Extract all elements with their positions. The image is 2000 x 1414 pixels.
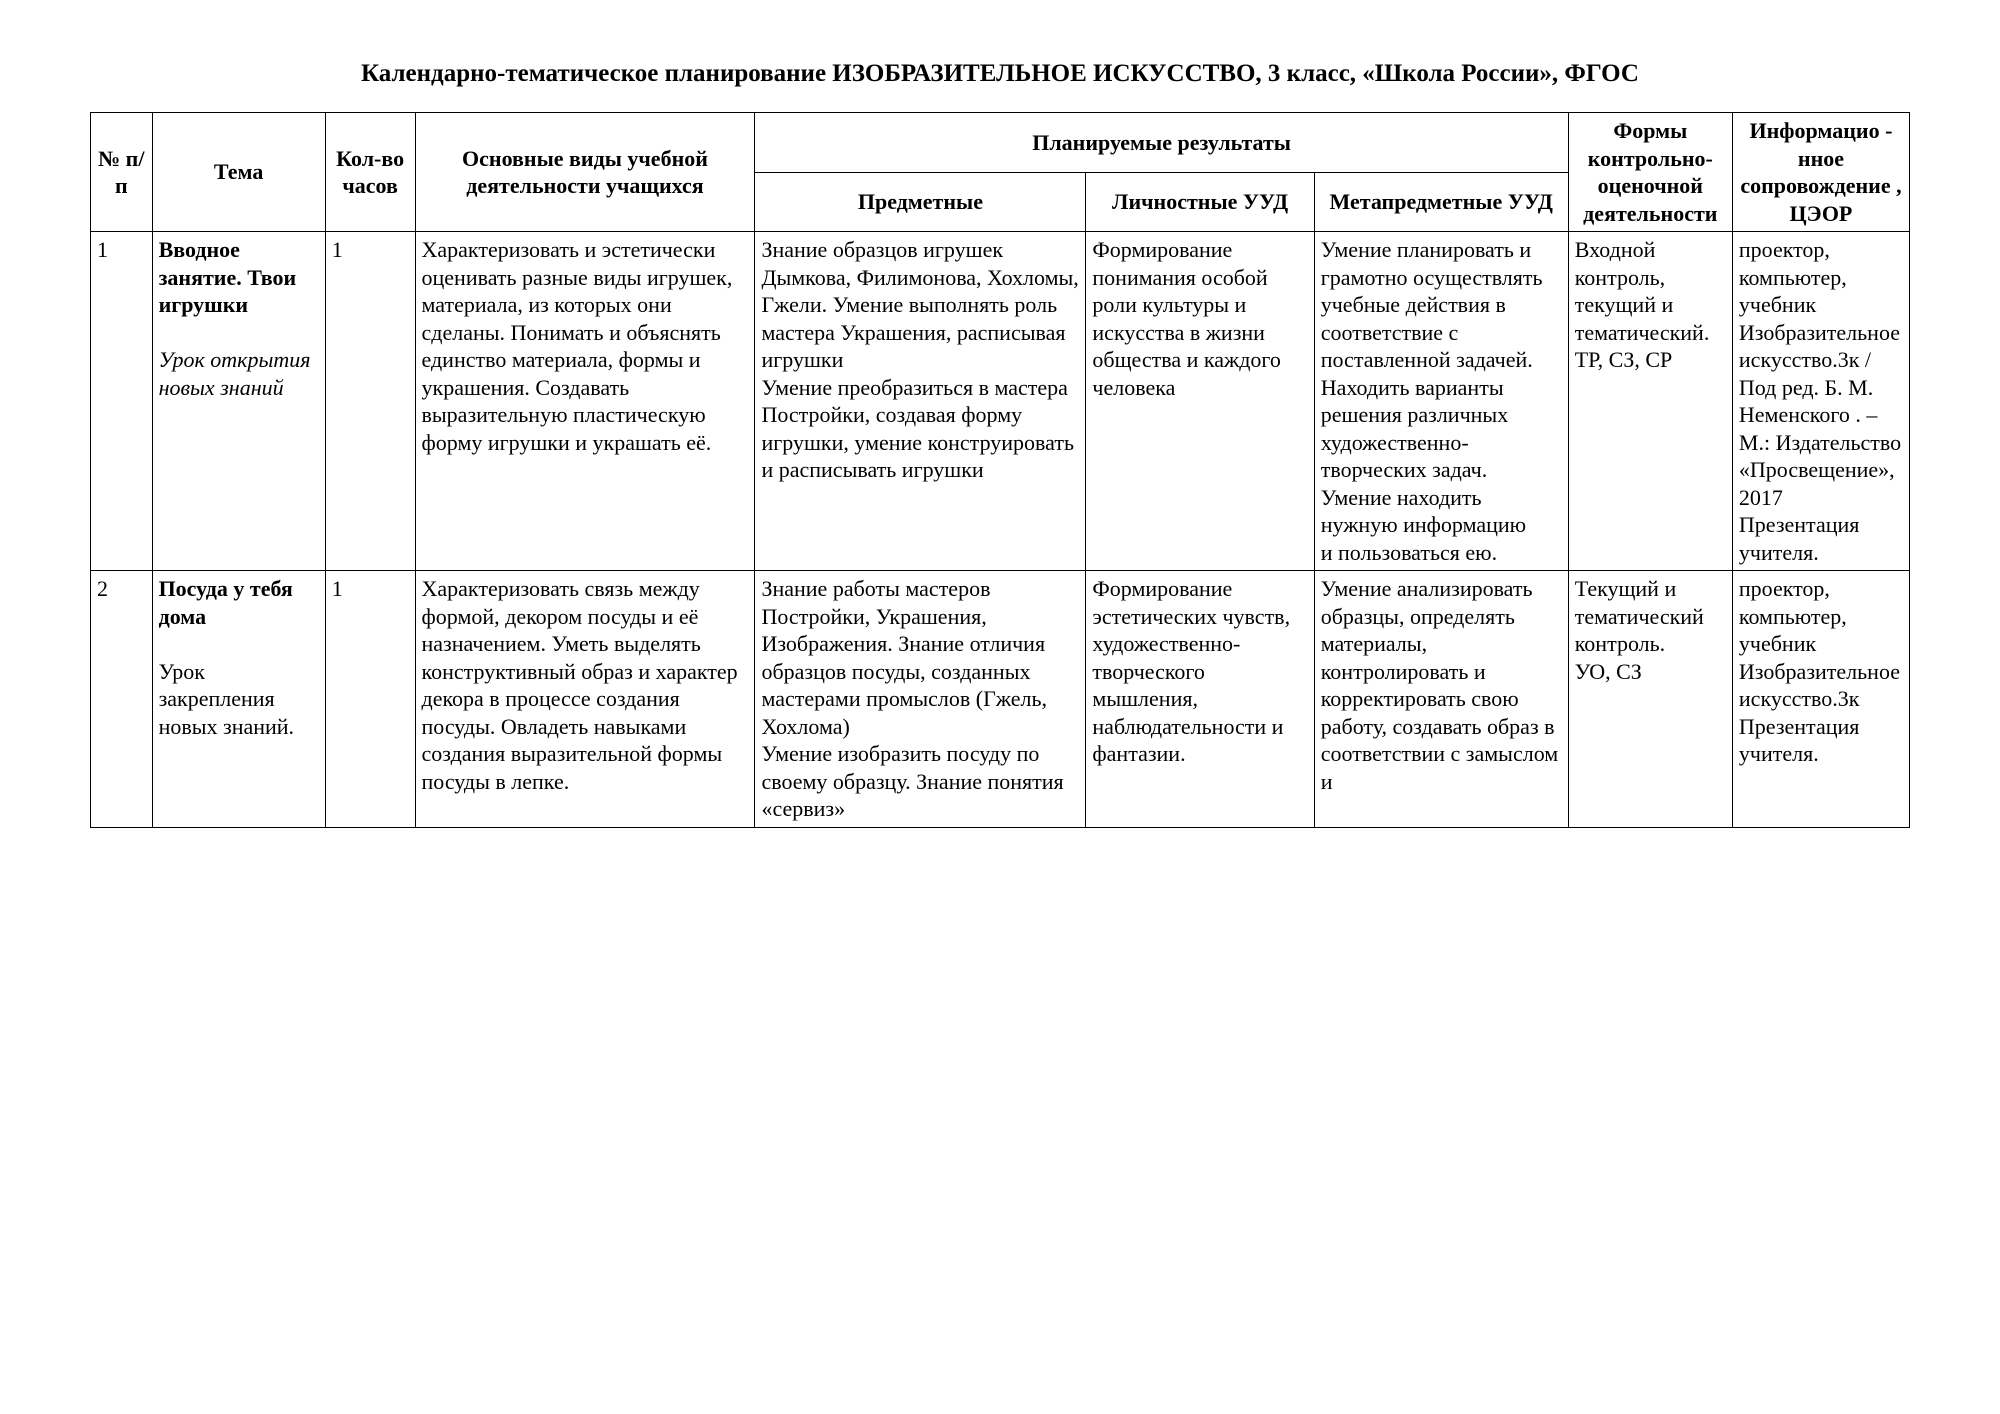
cell-forms: Текущий и тематический контроль.УО, СЗ: [1568, 571, 1732, 828]
th-forms: Формы контрольно-оценочной деятельности: [1568, 113, 1732, 232]
cell-topic: Посуда у тебя дома Урок закрепления новы…: [152, 571, 325, 828]
table-row: 2 Посуда у тебя дома Урок закрепления но…: [91, 571, 1910, 828]
th-topic: Тема: [152, 113, 325, 232]
th-meta: Метапредметные УУД: [1314, 172, 1568, 232]
cell-personal: Формирование понимания особой роли культ…: [1086, 232, 1314, 571]
cell-subject: Знание работы мастеров Постройки, Украше…: [755, 571, 1086, 828]
th-personal: Личностные УУД: [1086, 172, 1314, 232]
cell-meta: Умение планировать и грамотно осуществля…: [1314, 232, 1568, 571]
cell-subject: Знание образцов игрушек Дымкова, Филимон…: [755, 232, 1086, 571]
th-results-group: Планируемые результаты: [755, 113, 1568, 173]
table-row: 1 Вводное занятие. Твои игрушки Урок отк…: [91, 232, 1910, 571]
cell-meta: Умение анализировать образцы, определять…: [1314, 571, 1568, 828]
cell-num: 2: [91, 571, 153, 828]
cell-num: 1: [91, 232, 153, 571]
header-row-1: № п/п Тема Кол-во часов Основные виды уч…: [91, 113, 1910, 173]
th-info: Информацио - нное сопровождение , ЦЭОР: [1732, 113, 1909, 232]
cell-topic: Вводное занятие. Твои игрушки Урок откры…: [152, 232, 325, 571]
cell-hours: 1: [325, 232, 415, 571]
topic-bold: Вводное занятие. Твои игрушки: [159, 237, 297, 317]
topic-bold: Посуда у тебя дома: [159, 576, 293, 629]
topic-plain: Урок закрепления новых знаний.: [159, 659, 295, 739]
planning-table: № п/п Тема Кол-во часов Основные виды уч…: [90, 112, 1910, 828]
th-num: № п/п: [91, 113, 153, 232]
topic-italic: Урок открытия новых знаний: [159, 347, 311, 400]
page-title: Календарно-тематическое планирование ИЗО…: [90, 60, 1910, 88]
cell-info: проектор, компьютер, учебник Изобразител…: [1732, 571, 1909, 828]
cell-hours: 1: [325, 571, 415, 828]
th-hours: Кол-во часов: [325, 113, 415, 232]
th-subject: Предметные: [755, 172, 1086, 232]
cell-info: проектор, компьютер, учебник Изобразител…: [1732, 232, 1909, 571]
cell-personal: Формирование эстетических чувств, художе…: [1086, 571, 1314, 828]
cell-activities: Характеризовать связь между формой, деко…: [415, 571, 755, 828]
cell-activities: Характеризовать и эстетически оценивать …: [415, 232, 755, 571]
th-activities: Основные виды учебной деятельности учащи…: [415, 113, 755, 232]
cell-forms: Входной контроль, текущий и тематический…: [1568, 232, 1732, 571]
